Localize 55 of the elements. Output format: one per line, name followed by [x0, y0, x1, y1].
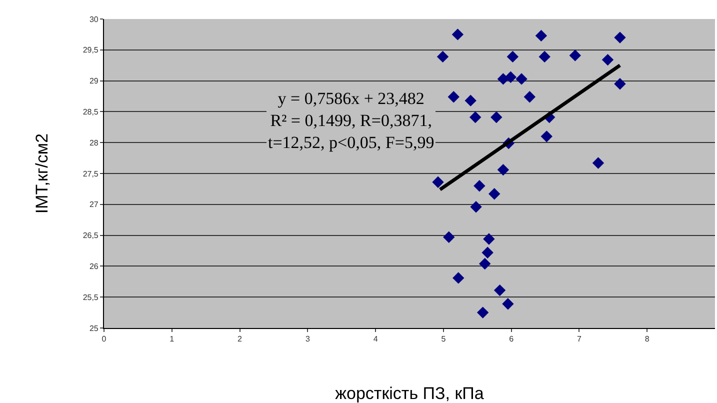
- y-tick-label: 25,5: [82, 292, 99, 302]
- point: [497, 73, 510, 85]
- x-tick-label: 3: [305, 334, 310, 344]
- x-tick-label: 1: [170, 334, 175, 344]
- point: [470, 111, 482, 124]
- point: [569, 50, 581, 62]
- y-tick-label: 27,5: [82, 169, 99, 178]
- x-tick-label: 5: [441, 334, 446, 344]
- point: [470, 201, 482, 213]
- point: [494, 284, 506, 296]
- y-tick-label: 26: [89, 262, 99, 271]
- point: [476, 306, 489, 318]
- y-tick-label: 30: [89, 14, 99, 24]
- point: [464, 94, 476, 106]
- y-tick-label: 27: [89, 200, 99, 210]
- point: [436, 50, 449, 63]
- x-tick-label: 8: [644, 334, 650, 344]
- point: [488, 188, 500, 200]
- y-tick-label: 28,5: [82, 108, 99, 116]
- x-tick-label: 4: [373, 334, 378, 344]
- y-tick-label: 28: [89, 138, 99, 148]
- point: [452, 272, 464, 284]
- point: [432, 176, 444, 188]
- x-tick-label: 6: [509, 334, 514, 344]
- point: [452, 28, 464, 40]
- annotation: y = 0,7586x + 23,482 R² = 0,1499, R=0,3871, t=12,52, p<0,05, F=5,99: [268, 89, 434, 152]
- point: [540, 130, 552, 142]
- point: [614, 78, 626, 90]
- x-tick-label: 0: [102, 334, 107, 344]
- point: [482, 246, 494, 258]
- point: [474, 180, 486, 192]
- y-axis-title: IMT,кг/см2: [32, 133, 52, 214]
- y-tick-label: 26,5: [82, 231, 99, 240]
- y-tick-label: 29,5: [82, 46, 99, 55]
- point: [443, 231, 455, 243]
- point: [516, 73, 528, 85]
- point: [490, 111, 502, 124]
- point: [502, 298, 514, 310]
- point: [535, 30, 548, 42]
- x-tick-label: 7: [576, 334, 582, 344]
- y-tick-label: 25: [89, 324, 99, 333]
- point: [614, 32, 626, 44]
- point: [497, 164, 510, 176]
- point: [448, 91, 460, 103]
- x-axis-title: жорсткість ПЗ, кПа: [335, 384, 484, 403]
- point: [538, 50, 550, 63]
- point: [592, 157, 604, 169]
- point: [506, 50, 519, 63]
- x-tick-label: 2: [238, 334, 243, 344]
- point: [504, 71, 516, 83]
- point: [524, 91, 536, 103]
- point: [483, 233, 495, 245]
- point: [479, 258, 491, 270]
- point: [602, 54, 614, 66]
- y-tick-label: 29: [89, 76, 99, 86]
